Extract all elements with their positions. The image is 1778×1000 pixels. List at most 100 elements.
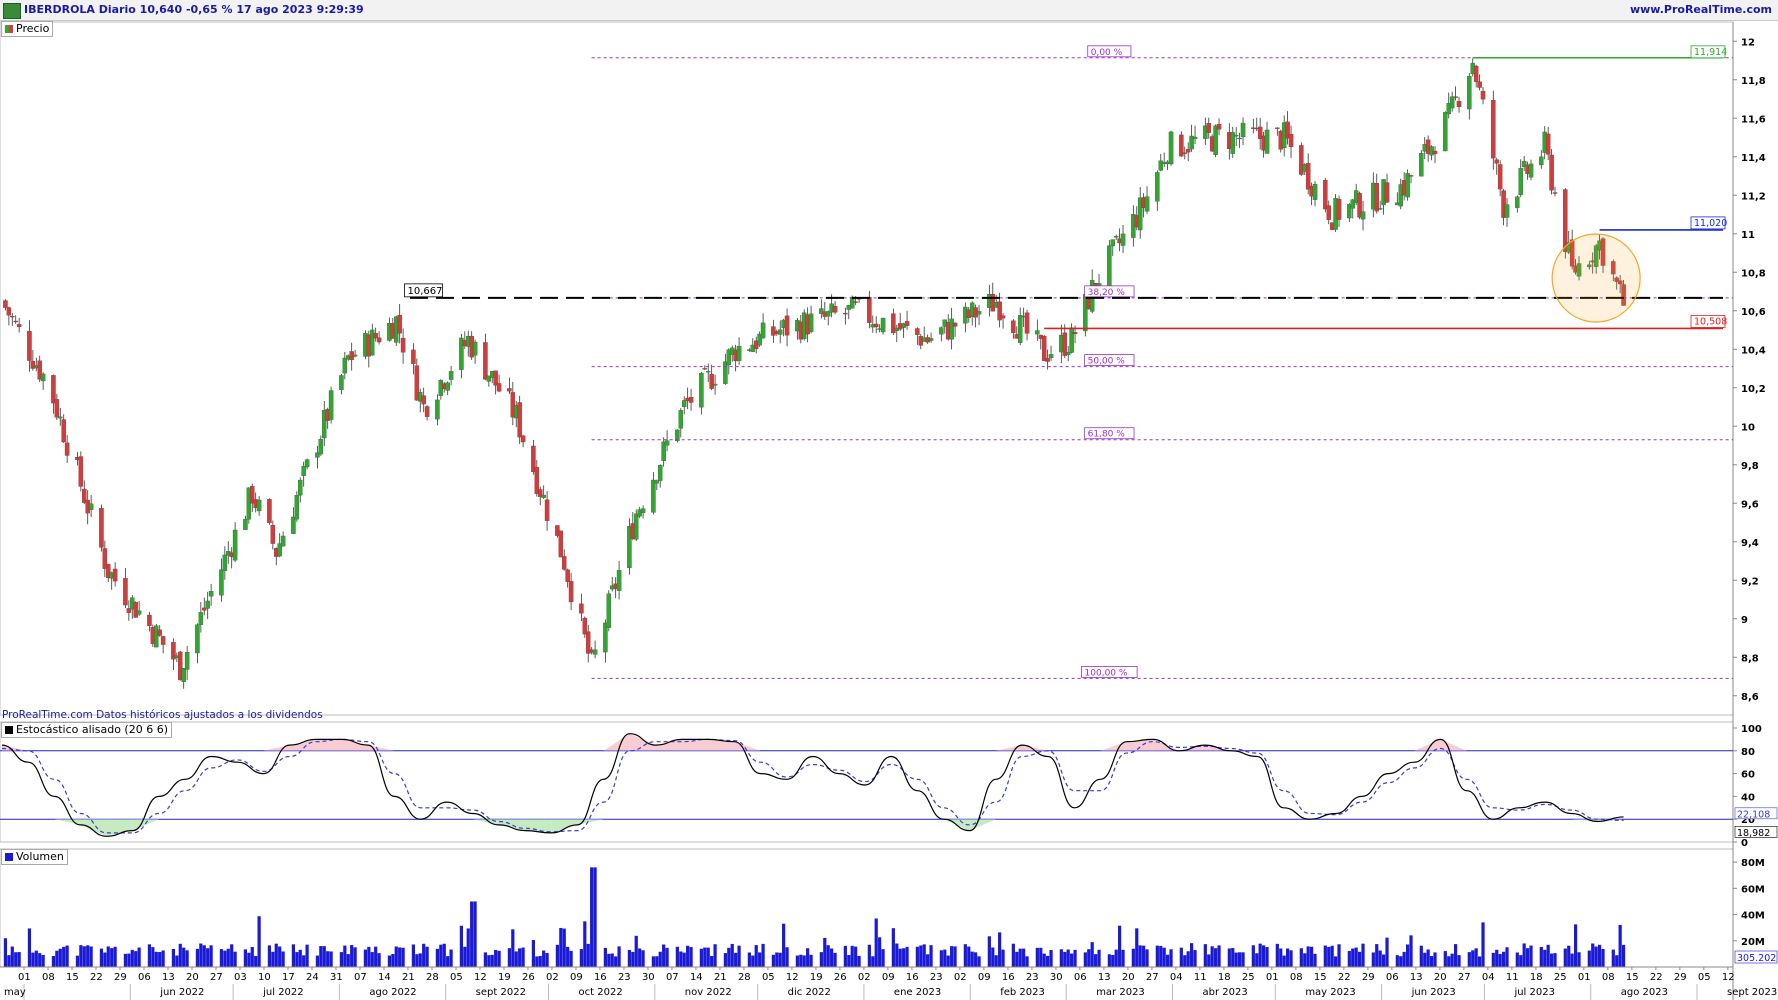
candle-body [771, 326, 776, 336]
volume-bar [425, 946, 429, 967]
volume-bar [1179, 947, 1183, 967]
volume-bar [1587, 950, 1591, 967]
volume-bar [826, 945, 830, 967]
candle-body [1158, 160, 1164, 171]
volume-bar [1615, 955, 1619, 967]
volume-bar [10, 946, 14, 967]
support-box [1690, 315, 1726, 328]
volume-bar [147, 944, 152, 967]
candle-body [585, 631, 591, 654]
date-tick-label: 07 [666, 972, 679, 983]
volume-bar [1347, 950, 1351, 967]
date-tick-label: 13 [162, 972, 175, 983]
volume-bar [977, 956, 981, 967]
volume-bar [998, 932, 1002, 967]
candle-body [928, 338, 934, 341]
date-tick-label: 09 [882, 972, 895, 983]
candle-body [1456, 101, 1462, 108]
candle-body [106, 564, 111, 578]
candle-body [328, 390, 334, 420]
candle-body [1473, 65, 1479, 82]
volume-bar [295, 952, 299, 967]
candle-body [181, 668, 186, 682]
candle-body [37, 360, 42, 380]
candle-body [232, 529, 238, 561]
fib-level-box [1081, 666, 1138, 678]
candle-body [112, 568, 118, 582]
date-tick-label: 27 [1146, 972, 1159, 983]
price-y-tick-label: 11,2 [1741, 191, 1766, 202]
volume-bar [895, 943, 899, 967]
volume-bar [1265, 947, 1269, 967]
volume-bar [1529, 945, 1533, 967]
volume-bar [271, 951, 275, 967]
volume-bar [1381, 954, 1386, 967]
date-tick-label: 05 [762, 972, 775, 983]
date-tick-label: 27 [210, 972, 223, 983]
volume-bar [281, 951, 285, 967]
candle-body [16, 324, 22, 327]
volume-bar [1385, 937, 1389, 967]
volume-bar [665, 947, 669, 967]
volume-bar [562, 928, 566, 967]
volume-bar [1405, 944, 1410, 967]
volume-bar [1361, 943, 1365, 967]
volume-bar [1323, 945, 1327, 967]
candle-body [541, 494, 546, 498]
stoch-overbought-fill [1440, 739, 1467, 751]
volume-bar [943, 949, 947, 967]
date-tick-label: 01 [18, 972, 31, 983]
volume-bar [919, 945, 923, 967]
volume-bar [1255, 953, 1259, 967]
candle-body [1155, 172, 1160, 202]
date-tick-label: 28 [738, 972, 751, 983]
volume-bar [494, 949, 498, 967]
date-tick-label: 16 [594, 972, 607, 983]
volume-bar [874, 918, 878, 967]
candle-body [606, 593, 612, 628]
volume-bar [487, 955, 491, 967]
stoch-overbought-fill [263, 745, 290, 751]
candle-body [699, 372, 704, 408]
volume-bar [1111, 954, 1115, 967]
volume-bar [905, 946, 909, 967]
candle-body [1443, 112, 1448, 152]
resistance-label: 11,020 [1694, 218, 1727, 229]
candle-body [534, 467, 540, 494]
volume-bar [274, 943, 278, 967]
volume-bar [370, 952, 374, 967]
volume-bar [535, 956, 539, 967]
date-tick-label: 04 [1482, 972, 1495, 983]
volume-bar [1070, 953, 1074, 967]
candle-body [873, 323, 879, 328]
date-tick-label: 15 [1626, 972, 1639, 983]
volume-bar [1203, 944, 1207, 967]
volume-bar [641, 950, 645, 967]
volume-bar [1498, 953, 1502, 967]
volume-bar [185, 950, 189, 967]
candle-body [78, 456, 84, 487]
volume-bar [518, 948, 522, 967]
volume-bar [1597, 944, 1602, 967]
volume-bar [1429, 956, 1434, 967]
candle-body [157, 629, 162, 636]
volume-bar [843, 945, 847, 967]
candle-body [1539, 156, 1544, 166]
price-legend-swatch [5, 25, 13, 33]
volume-bar [1118, 925, 1122, 967]
volume-bar [603, 947, 607, 967]
date-tick-label: 12 [1722, 972, 1735, 983]
candle-body [544, 499, 550, 521]
candle-body [1494, 159, 1499, 164]
stoch-overbought-fill [1414, 739, 1441, 751]
candle-body [1614, 277, 1619, 282]
volume-bar [682, 952, 686, 967]
volume-bar [254, 955, 258, 967]
volume-bar [123, 953, 128, 967]
candle-body [1206, 123, 1212, 133]
candle-body [1323, 179, 1328, 210]
volume-value-box [1734, 950, 1778, 964]
candle-body [88, 503, 94, 510]
brand-link[interactable]: www.ProRealTime.com [1629, 3, 1772, 16]
